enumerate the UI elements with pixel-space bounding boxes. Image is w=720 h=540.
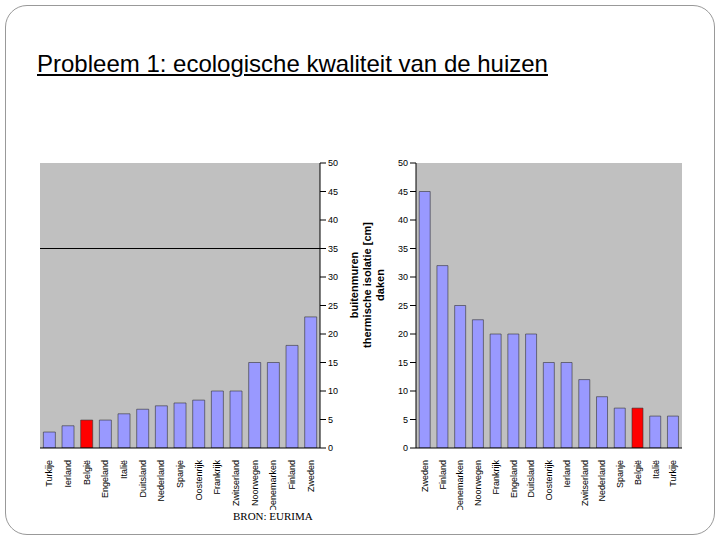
html-text:buitenmuren: buitenmuren <box>348 251 360 319</box>
svg-text:35: 35 <box>328 244 338 254</box>
svg-text:0: 0 <box>403 443 408 453</box>
svg-text:Engeland: Engeland <box>100 460 110 498</box>
svg-text:Italië: Italië <box>119 460 129 479</box>
svg-text:20: 20 <box>398 329 408 339</box>
svg-text:Zwitserland: Zwitserland <box>580 460 590 506</box>
svg-text:Zweden: Zweden <box>306 460 316 492</box>
svg-text:Oostenrijk: Oostenrijk <box>194 460 204 501</box>
svg-text:40: 40 <box>328 215 338 225</box>
svg-text:30: 30 <box>398 272 408 282</box>
svg-text:50: 50 <box>398 158 408 168</box>
svg-text:Zweden: Zweden <box>420 460 430 492</box>
svg-text:Denemarken: Denemarken <box>268 460 278 510</box>
svg-text:50: 50 <box>328 158 338 168</box>
svg-text:Italië: Italië <box>651 460 661 479</box>
svg-text:Noorwegen: Noorwegen <box>473 460 483 506</box>
html-text:BRON: EURIMA: BRON: EURIMA <box>233 510 313 522</box>
svg-text:45: 45 <box>328 187 338 197</box>
svg-text:15: 15 <box>398 358 408 368</box>
svg-text:Ierland: Ierland <box>63 460 73 488</box>
svg-text:Noorwegen: Noorwegen <box>250 460 260 506</box>
svg-text:Oostenrijk: Oostenrijk <box>544 460 554 501</box>
svg-text:15: 15 <box>328 358 338 368</box>
svg-text:Nederland: Nederland <box>156 460 166 502</box>
svg-text:Frankrijk: Frankrijk <box>491 460 501 495</box>
svg-text:Zwitserland: Zwitserland <box>231 460 241 506</box>
svg-text:Turkije: Turkije <box>44 460 54 487</box>
svg-text:20: 20 <box>328 329 338 339</box>
svg-text:België: België <box>633 460 643 485</box>
svg-text:Duitsland: Duitsland <box>138 460 148 498</box>
svg-text:Engeland: Engeland <box>509 460 519 498</box>
svg-text:Spanje: Spanje <box>175 460 185 488</box>
html-text:Probleem 1: ecologische kwalit: Probleem 1: ecologische kwaliteit van de… <box>37 50 548 77</box>
svg-text:Finland: Finland <box>287 460 297 490</box>
svg-text:Nederland: Nederland <box>597 460 607 502</box>
svg-text:45: 45 <box>398 187 408 197</box>
svg-text:10: 10 <box>398 386 408 396</box>
svg-text:Frankrijk: Frankrijk <box>212 460 222 495</box>
html-text:thermische isolatie [cm]: thermische isolatie [cm] <box>361 222 373 348</box>
svg-text:10: 10 <box>328 386 338 396</box>
svg-text:Denemarken: Denemarken <box>455 460 465 510</box>
svg-text:0: 0 <box>328 443 333 453</box>
svg-text:België: België <box>82 460 92 485</box>
svg-text:Ierland: Ierland <box>562 460 572 488</box>
svg-text:5: 5 <box>403 415 408 425</box>
svg-text:25: 25 <box>328 301 338 311</box>
svg-text:Duitsland: Duitsland <box>526 460 536 498</box>
svg-text:Finland: Finland <box>438 460 448 490</box>
svg-text:Spanje: Spanje <box>615 460 625 488</box>
svg-text:35: 35 <box>398 244 408 254</box>
svg-text:Turkije: Turkije <box>668 460 678 487</box>
html-text:daken: daken <box>374 269 386 301</box>
svg-text:30: 30 <box>328 272 338 282</box>
svg-text:5: 5 <box>328 415 333 425</box>
svg-text:40: 40 <box>398 215 408 225</box>
svg-text:25: 25 <box>398 301 408 311</box>
